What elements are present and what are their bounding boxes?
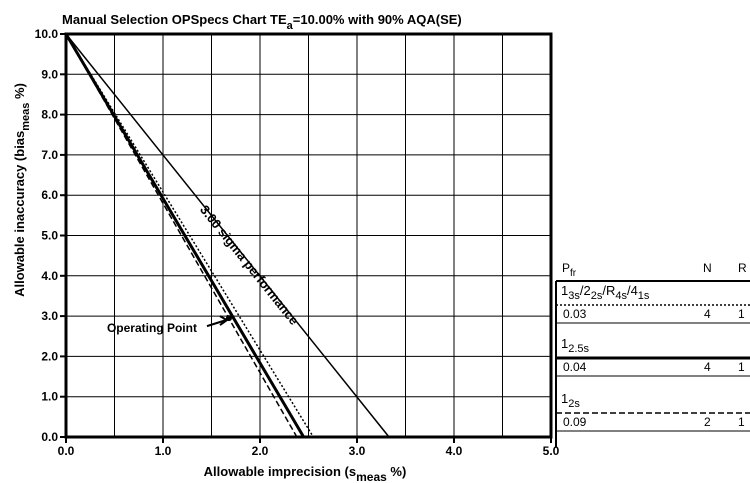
x-tick-label: 5.0 (543, 444, 560, 458)
operating-point-label: Operating Point (107, 321, 197, 335)
operating-point-arrow (206, 315, 229, 328)
series-line-dashed (65, 33, 298, 438)
operating-point-marker (225, 315, 232, 322)
legend-row: 12s 0.09 2 1 (556, 391, 750, 432)
chart-title: Manual Selection OPSpecs Chart TEa=10.00… (62, 12, 462, 32)
grid (66, 34, 551, 437)
series-line-solid (65, 33, 390, 438)
series-lines (64, 33, 390, 438)
sigma-performance-label: 3.00 sigma performance (197, 202, 302, 328)
y-tick-label: 9.0 (41, 67, 58, 81)
y-tick-label: 7.0 (41, 148, 58, 162)
series-line-dotted (65, 33, 314, 438)
y-tick-label: 6.0 (41, 188, 58, 202)
legend-n-value: 4 (704, 307, 711, 321)
series-line-thick (64, 33, 305, 438)
y-tick-label: 2.0 (41, 349, 58, 363)
legend-row: 12.5s 0.04 4 1 (556, 336, 750, 377)
x-axis-label: Allowable imprecision (smeas %) (204, 464, 407, 483)
y-tick-label: 3.0 (41, 309, 58, 323)
legend-rule-name: 12s (561, 391, 580, 410)
legend-pfr-value: 0.09 (563, 415, 587, 429)
legend-header-pfr: Pfr (562, 261, 577, 279)
legend-row: 13s/22s/R4s/41s 0.03 4 1 (556, 283, 750, 324)
legend-r-value: 1 (738, 307, 745, 321)
x-tick-label: 3.0 (349, 444, 366, 458)
y-tick-label: 0.0 (41, 430, 58, 444)
legend-n-value: 4 (704, 360, 711, 374)
legend-header-n: N (703, 261, 712, 275)
legend-pfr-value: 0.04 (563, 360, 587, 374)
legend-n-value: 2 (704, 415, 711, 429)
x-tick-label: 2.0 (252, 444, 269, 458)
y-tick-label: 4.0 (41, 269, 58, 283)
legend-r-value: 1 (738, 415, 745, 429)
x-tick-label: 4.0 (446, 444, 463, 458)
operating-point: Operating Point (107, 315, 232, 335)
x-tick-label: 1.0 (155, 444, 172, 458)
legend-header-r: R (738, 261, 747, 275)
axis-ticks: 0.0 1.0 2.0 3.0 4.0 5.0 6.0 7.0 8.0 9.0 10.0 0.0 1.0… (35, 27, 560, 458)
legend-rule-name: 12.5s (561, 336, 590, 355)
x-tick-label: 0.0 (58, 444, 75, 458)
y-tick-label: 10.0 (35, 27, 59, 41)
legend-rule-name: 13s/22s/R4s/41s (561, 283, 650, 302)
y-tick-label: 8.0 (41, 108, 58, 122)
y-axis-label: Allowable inaccuracy (biasmeas %) (12, 83, 32, 297)
legend-r-value: 1 (738, 360, 745, 374)
y-tick-label: 5.0 (41, 229, 58, 243)
y-tick-label: 1.0 (41, 390, 58, 404)
legend-pfr-value: 0.03 (563, 307, 587, 321)
